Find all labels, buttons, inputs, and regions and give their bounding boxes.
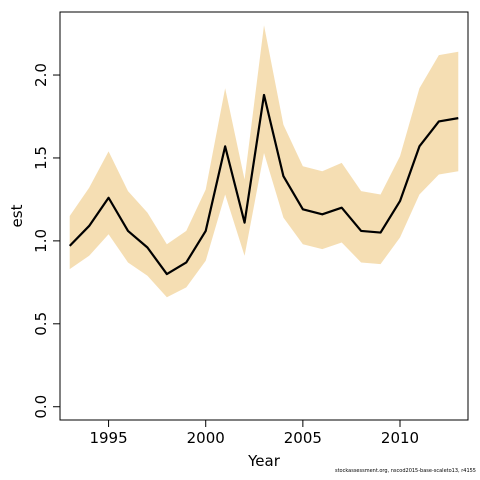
x-axis-title: Year bbox=[247, 452, 281, 470]
y-axis-title: est bbox=[8, 204, 26, 227]
axes: 1995 2000 2005 2010 0.0 0.5 1.0 1.5 2.0 bbox=[32, 63, 419, 447]
y-tick-label: 0.5 bbox=[32, 312, 50, 336]
y-tick-label: 1.0 bbox=[32, 229, 50, 253]
estimate-line-layer bbox=[68, 93, 459, 276]
footnote: stockassessment.org, nscod2015-base-scal… bbox=[334, 468, 476, 474]
x-tick-label: 2000 bbox=[187, 429, 225, 447]
y-tick-label: 2.0 bbox=[32, 63, 50, 87]
y-tick-label: 1.5 bbox=[32, 146, 50, 170]
x-tick-label: 2010 bbox=[381, 429, 419, 447]
x-tick-label: 2005 bbox=[284, 429, 322, 447]
confidence-band bbox=[69, 25, 459, 298]
y-tick-label: 0.0 bbox=[32, 395, 50, 419]
confidence-band-layer bbox=[69, 25, 459, 298]
estimate-line bbox=[68, 93, 459, 276]
x-tick-label: 1995 bbox=[89, 429, 127, 447]
